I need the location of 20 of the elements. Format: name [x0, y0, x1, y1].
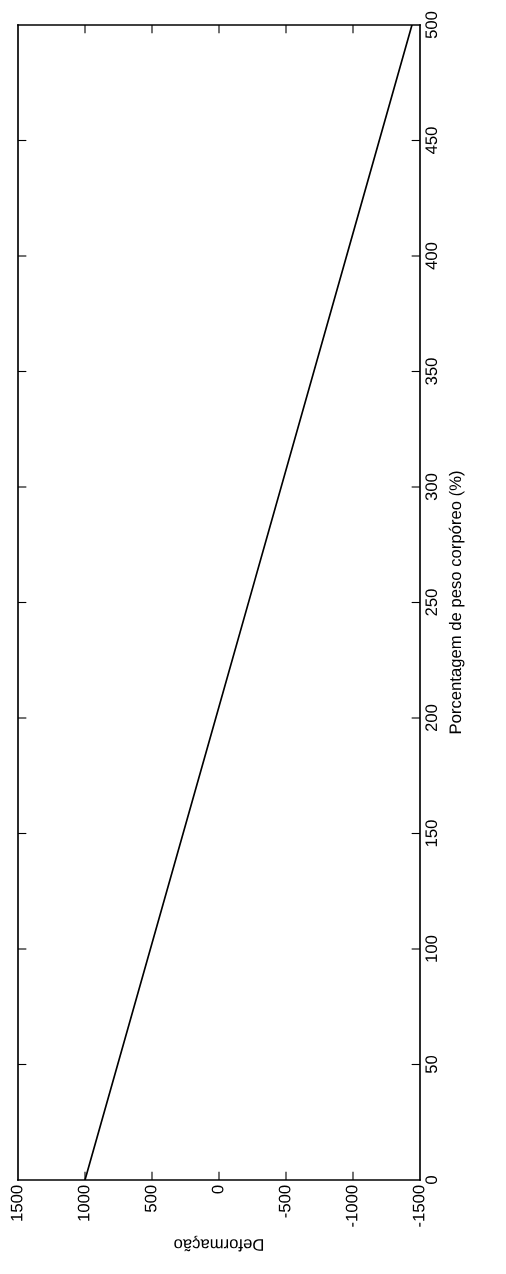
x-tick-label: 1000	[77, 1185, 90, 1221]
y-tick-label: 150	[425, 820, 438, 847]
x-axis-title: Deformação	[174, 1235, 264, 1252]
x-tick-label: 0	[211, 1185, 224, 1194]
x-tick-label: -1500	[412, 1185, 425, 1227]
y-axis-title: Porcentagem de peso corpóreo (%)	[448, 471, 465, 734]
y-tick-label: 100	[425, 935, 438, 962]
x-tick-label: -500	[278, 1185, 291, 1218]
y-tick-label: 300	[425, 473, 438, 501]
y-tick-label: 350	[425, 358, 438, 385]
x-tick-label: -1000	[345, 1185, 358, 1227]
y-tick-label: 50	[425, 1055, 438, 1074]
x-tick-label: 1500	[10, 1185, 23, 1221]
y-tick-label: 0	[425, 1176, 438, 1184]
y-tick-label: 450	[425, 127, 438, 155]
y-tick-label: 200	[425, 704, 438, 732]
y-tick-label: 250	[425, 589, 438, 616]
y-tick-label: 500	[425, 11, 438, 39]
x-tick-label: 500	[144, 1185, 157, 1212]
y-tick-label: 400	[425, 242, 438, 270]
